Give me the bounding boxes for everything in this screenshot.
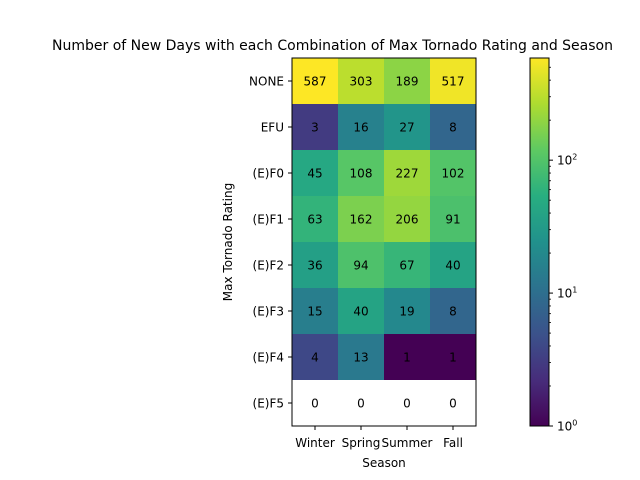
cell-value-label: 63: [307, 213, 322, 227]
heatmap-cell: [430, 150, 476, 196]
colorbar: 100 101 102: [529, 57, 577, 434]
x-axis-ticks: Winter Spring Summer Fall: [295, 426, 463, 450]
heatmap-cell: [292, 150, 338, 196]
cell-value-label: 108: [350, 167, 373, 181]
heatmap-cell: [384, 334, 430, 380]
heatmap-cell: [292, 196, 338, 242]
x-tick-label: Spring: [342, 436, 381, 450]
cell-value-label: 227: [396, 167, 419, 181]
cell-value-label: 8: [449, 121, 457, 135]
heatmap-cell: [338, 242, 384, 288]
heatmap-cell: [430, 58, 476, 104]
cell-value-label: 517: [442, 75, 465, 89]
heatmap-cell: [430, 104, 476, 150]
colorbar-ticks: 100 101 102: [549, 66, 577, 434]
heatmap-cell: [430, 334, 476, 380]
cell-value-label: 0: [449, 397, 457, 411]
y-axis-ticks: NONE EFU (E)F0 (E)F1 (E)F2 (E)F3 (E)F4 (E)F5: [249, 75, 292, 411]
heatmap-cell: [384, 380, 430, 426]
cell-value-label: 102: [442, 167, 465, 181]
heatmap-cell: [338, 104, 384, 150]
x-tick-label: Winter: [295, 436, 335, 450]
cell-value-label: 1: [403, 351, 411, 365]
cell-value-label: 40: [445, 259, 460, 273]
heatmap-cell: [338, 380, 384, 426]
cell-value-label: 94: [353, 259, 368, 273]
plot-frame: [291, 57, 477, 427]
heatmap-cell: [338, 58, 384, 104]
colorbar-tick-label: 100: [557, 419, 577, 434]
heatmap-cell: [384, 196, 430, 242]
x-axis-label: Season: [362, 456, 406, 470]
heatmap-cell: [292, 380, 338, 426]
cell-value-label: 303: [350, 75, 373, 89]
cell-value-label: 40: [353, 305, 368, 319]
chart-title: Number of New Days with each Combination…: [52, 38, 613, 54]
heatmap-cell: [292, 104, 338, 150]
heatmap-cell: [292, 288, 338, 334]
colorbar-tick-label: 102: [557, 153, 577, 168]
cell-value-label: 36: [307, 259, 322, 273]
cell-value-label: 91: [445, 213, 460, 227]
heatmap-cell: [384, 58, 430, 104]
colorbar-tick-label: 101: [557, 286, 577, 301]
cell-value-label: 15: [307, 305, 322, 319]
y-tick-label: (E)F2: [253, 259, 284, 273]
y-tick-label: (E)F3: [253, 305, 284, 319]
heatmap-cell: [430, 242, 476, 288]
cell-value-label: 206: [396, 213, 419, 227]
y-tick-label: EFU: [261, 121, 284, 135]
heatmap-cell: [384, 242, 430, 288]
y-tick-label: (E)F5: [253, 397, 284, 411]
cell-value-label: 19: [399, 305, 414, 319]
cell-value-label: 8: [449, 305, 457, 319]
cell-value-label: 16: [353, 121, 368, 135]
heatmap-cell: [384, 150, 430, 196]
heatmap-cell: [384, 104, 430, 150]
y-tick-label: (E)F1: [253, 213, 284, 227]
heatmap-cell: [292, 334, 338, 380]
cell-value-label: 3: [311, 121, 319, 135]
y-axis-label: Max Tornado Rating: [221, 183, 235, 301]
cell-value-label: 587: [304, 75, 327, 89]
heatmap-cell: [292, 242, 338, 288]
heatmap-cell: [338, 334, 384, 380]
cell-value-label: 4: [311, 351, 319, 365]
cell-value-label: 67: [399, 259, 414, 273]
cell-value-label: 1: [449, 351, 457, 365]
cell-value-label: 0: [311, 397, 319, 411]
heatmap-cell: [338, 288, 384, 334]
colorbar-gradient: [529, 57, 550, 427]
y-tick-label: NONE: [249, 75, 284, 89]
heatmap-cell: [384, 288, 430, 334]
y-tick-label: (E)F0: [253, 167, 284, 181]
cell-value-label: 13: [353, 351, 368, 365]
heatmap-cell: [292, 58, 338, 104]
cell-value-label: 162: [350, 213, 373, 227]
cell-value-label: 0: [403, 397, 411, 411]
y-tick-label: (E)F4: [253, 351, 284, 365]
cell-value-label: 45: [307, 167, 322, 181]
heatmap-cell: [430, 380, 476, 426]
heatmap-cell: [430, 288, 476, 334]
cell-value-label: 27: [399, 121, 414, 135]
cell-value-label: 189: [396, 75, 419, 89]
heatmap-cell: [338, 150, 384, 196]
heatmap-cell: [430, 196, 476, 242]
heatmap-cell: [338, 196, 384, 242]
x-tick-label: Fall: [443, 436, 463, 450]
cell-value-label: 0: [357, 397, 365, 411]
x-tick-label: Summer: [382, 436, 433, 450]
